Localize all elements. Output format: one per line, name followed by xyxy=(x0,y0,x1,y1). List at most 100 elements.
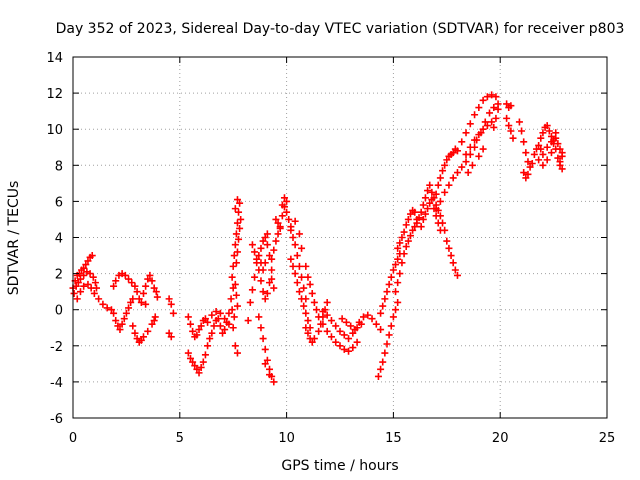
data-point xyxy=(146,271,154,279)
data-point xyxy=(417,208,425,216)
data-point xyxy=(413,219,421,227)
data-point xyxy=(524,158,532,166)
y-tick-label: 2 xyxy=(55,268,63,283)
data-point xyxy=(462,129,470,137)
data-point xyxy=(439,219,447,227)
data-point xyxy=(449,259,457,267)
data-point xyxy=(255,313,263,321)
data-point xyxy=(327,333,335,341)
data-point xyxy=(518,127,526,135)
data-point xyxy=(144,327,152,335)
data-point xyxy=(167,300,175,308)
data-point xyxy=(471,111,479,119)
data-point xyxy=(509,134,517,142)
data-point xyxy=(411,208,419,216)
data-point xyxy=(225,309,233,317)
data-point xyxy=(266,279,274,287)
x-tick-label: 10 xyxy=(278,431,295,446)
data-point xyxy=(204,318,212,326)
data-point xyxy=(230,252,238,260)
y-tick-label: 10 xyxy=(46,123,63,138)
data-point xyxy=(543,122,551,130)
x-tick-label: 25 xyxy=(599,431,616,446)
data-point xyxy=(86,270,94,278)
data-point xyxy=(293,252,301,260)
data-point xyxy=(133,335,141,343)
data-point xyxy=(248,241,256,249)
data-point xyxy=(441,226,449,234)
data-point xyxy=(278,212,286,220)
data-point xyxy=(263,241,271,249)
data-point xyxy=(387,322,395,330)
data-point xyxy=(488,91,496,99)
data-point xyxy=(426,199,434,207)
data-point xyxy=(287,226,295,234)
data-point xyxy=(377,309,385,317)
y-tick-label: 12 xyxy=(46,87,63,102)
data-point xyxy=(507,102,515,110)
data-point xyxy=(503,100,511,108)
data-point xyxy=(424,187,432,195)
data-point xyxy=(436,197,444,205)
data-point xyxy=(394,298,402,306)
data-point xyxy=(107,306,115,314)
data-point xyxy=(133,288,141,296)
data-point xyxy=(257,277,265,285)
data-point xyxy=(233,302,241,310)
data-point xyxy=(291,241,299,249)
data-point xyxy=(552,129,560,137)
data-point xyxy=(197,363,205,371)
data-point xyxy=(73,295,81,303)
data-point xyxy=(486,109,494,117)
data-point xyxy=(230,313,238,321)
data-point xyxy=(150,317,158,325)
y-tick-label: -2 xyxy=(50,340,63,355)
data-point xyxy=(74,279,82,287)
data-point xyxy=(396,239,404,247)
data-point xyxy=(389,266,397,274)
data-point xyxy=(398,259,406,267)
data-point xyxy=(458,163,466,171)
data-point xyxy=(232,259,240,267)
data-point xyxy=(272,215,280,223)
data-point xyxy=(208,329,216,337)
y-tick-label: -6 xyxy=(50,412,63,427)
data-point xyxy=(434,206,442,214)
data-point xyxy=(82,261,90,269)
data-point xyxy=(298,244,306,252)
data-point xyxy=(231,342,239,350)
data-point xyxy=(70,289,78,297)
data-point xyxy=(379,358,387,366)
data-point xyxy=(453,169,461,177)
data-point xyxy=(193,331,201,339)
data-point xyxy=(526,163,534,171)
data-point xyxy=(490,123,498,131)
data-point xyxy=(237,215,245,223)
data-point xyxy=(246,298,254,306)
data-point xyxy=(451,266,459,274)
data-point xyxy=(543,143,551,151)
data-point xyxy=(537,145,545,153)
data-point xyxy=(372,320,380,328)
data-point xyxy=(543,156,551,164)
data-point xyxy=(428,196,436,204)
data-point xyxy=(165,295,173,303)
data-point xyxy=(492,114,500,122)
data-point xyxy=(195,369,203,377)
data-point xyxy=(257,259,265,267)
data-point xyxy=(212,308,220,316)
data-point xyxy=(257,324,265,332)
data-point xyxy=(268,255,276,263)
data-point xyxy=(232,291,240,299)
data-point xyxy=(231,205,239,213)
data-point xyxy=(291,270,299,278)
data-point xyxy=(468,161,476,169)
data-point xyxy=(276,224,284,232)
data-point xyxy=(392,261,400,269)
data-point xyxy=(400,250,408,258)
data-point xyxy=(436,212,444,220)
data-point xyxy=(475,152,483,160)
data-point xyxy=(447,252,455,260)
data-point xyxy=(261,234,269,241)
